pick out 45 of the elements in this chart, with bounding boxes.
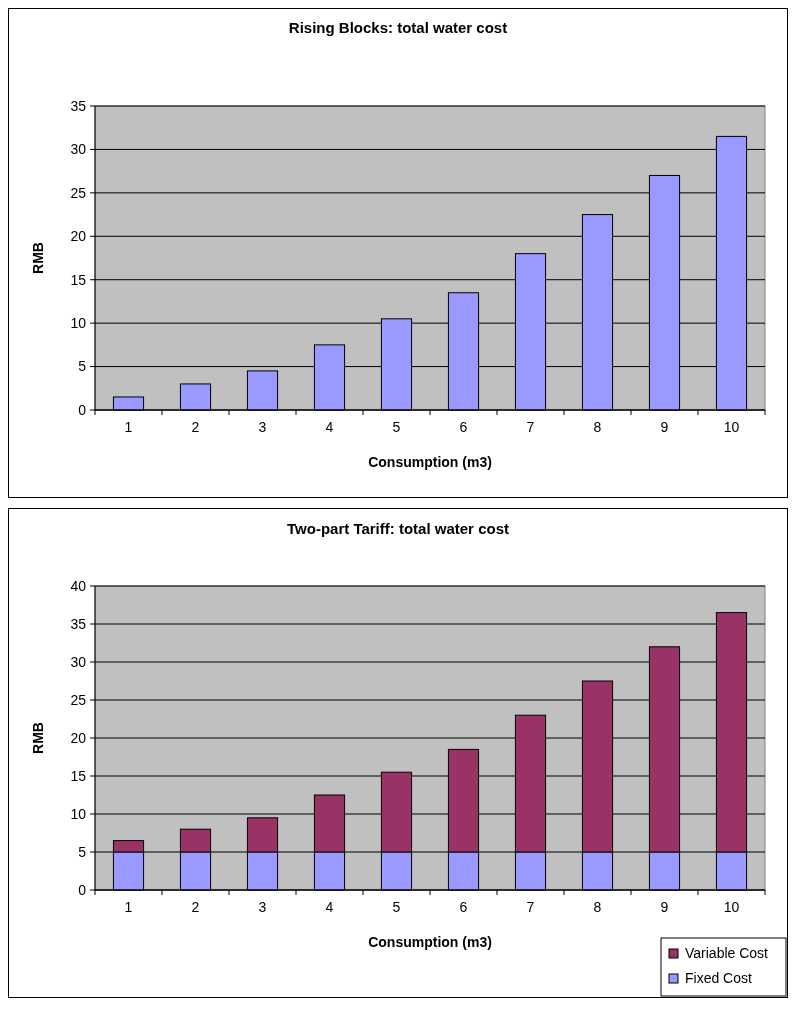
- y-tick-label: 0: [78, 881, 87, 898]
- x-tick-label: 1: [124, 899, 133, 915]
- x-tick-label: 9: [660, 899, 669, 915]
- y-tick-label: 20: [70, 729, 87, 746]
- y-tick-label: 35: [70, 615, 87, 632]
- x-tick-label: 10: [723, 419, 740, 435]
- y-tick-label: 35: [70, 97, 87, 114]
- x-tick-label: 3: [258, 899, 267, 915]
- x-axis-title: Consumption (m3): [368, 934, 492, 950]
- x-tick-label: 5: [392, 419, 401, 435]
- y-tick-label: 10: [70, 805, 87, 822]
- y-axis-title: RMB: [30, 242, 46, 274]
- x-tick-label: 3: [258, 419, 267, 435]
- y-tick-label: 0: [78, 401, 87, 418]
- y-tick-label: 10: [70, 315, 87, 332]
- chart-title: Two-part Tariff: total water cost: [287, 520, 509, 537]
- y-tick-label: 25: [70, 184, 87, 201]
- y-axis-title: RMB: [30, 722, 46, 754]
- x-tick-label: 6: [459, 419, 468, 435]
- legend-label: Variable Cost: [685, 945, 769, 961]
- y-tick-label: 5: [78, 358, 87, 375]
- y-tick-label: 20: [70, 228, 87, 245]
- y-tick-label: 40: [70, 577, 87, 594]
- x-tick-label: 8: [593, 419, 602, 435]
- x-tick-label: 1: [124, 419, 133, 435]
- x-tick-label: 2: [191, 899, 200, 915]
- x-tick-label: 4: [325, 419, 334, 435]
- y-tick-label: 30: [70, 653, 87, 670]
- x-tick-label: 2: [191, 419, 200, 435]
- x-tick-label: 8: [593, 899, 602, 915]
- x-tick-label: 4: [325, 899, 334, 915]
- y-tick-label: 25: [70, 691, 87, 708]
- y-tick-label: 15: [70, 271, 87, 288]
- y-tick-label: 15: [70, 767, 87, 784]
- x-axis-title: Consumption (m3): [368, 454, 492, 470]
- x-tick-label: 5: [392, 899, 401, 915]
- x-tick-label: 10: [723, 899, 740, 915]
- y-tick-label: 5: [78, 843, 87, 860]
- x-tick-label: 9: [660, 419, 669, 435]
- y-tick-label: 30: [70, 141, 87, 158]
- x-tick-label: 7: [526, 899, 535, 915]
- chart-title: Rising Blocks: total water cost: [288, 19, 508, 36]
- x-tick-label: 6: [459, 899, 468, 915]
- x-tick-label: 7: [526, 419, 535, 435]
- legend-label: Fixed Cost: [685, 970, 753, 986]
